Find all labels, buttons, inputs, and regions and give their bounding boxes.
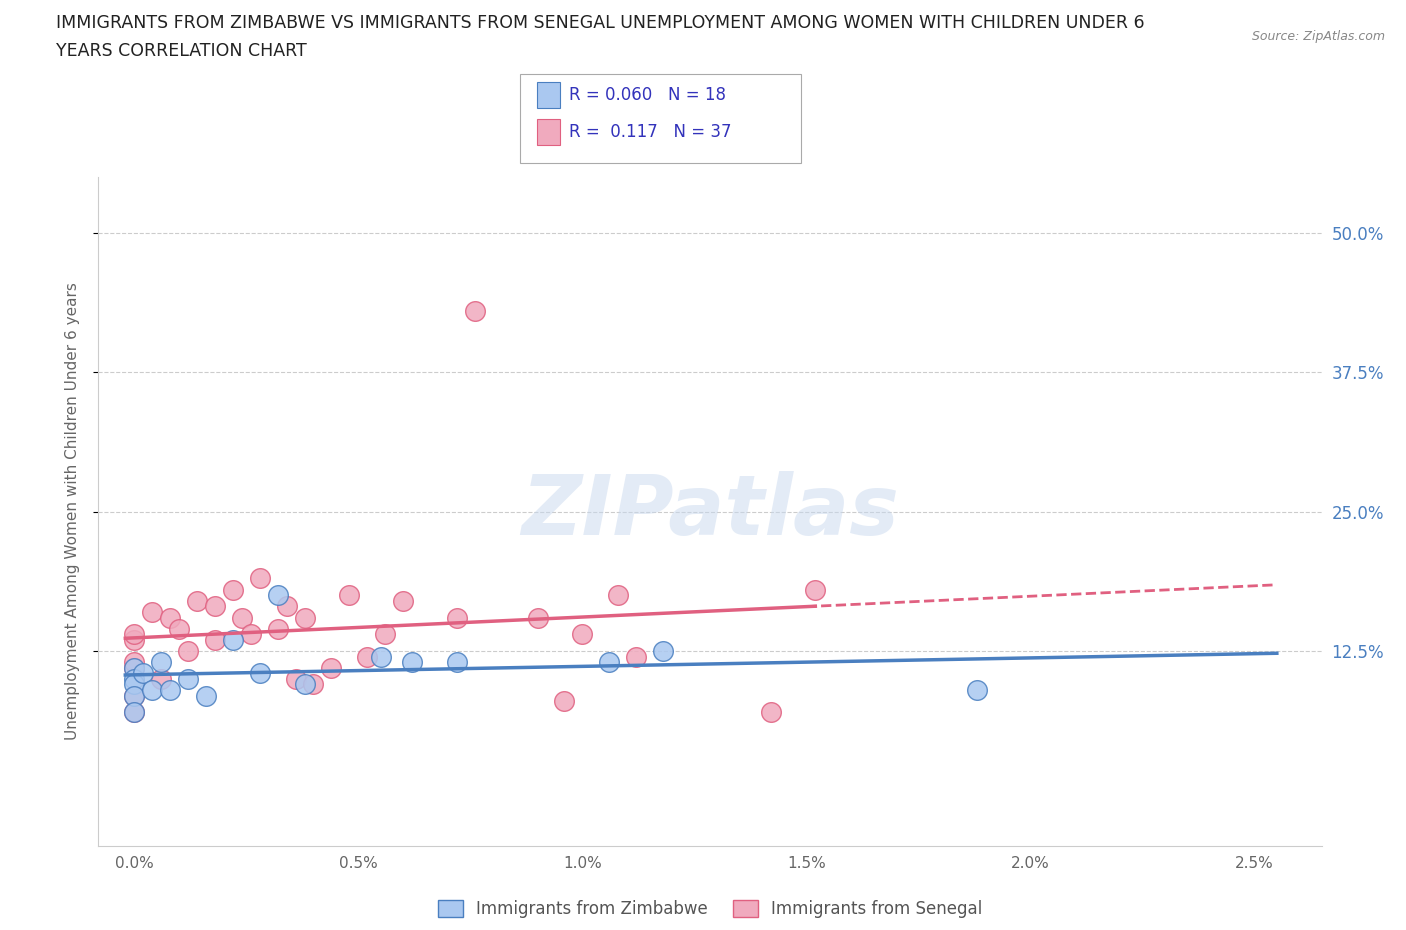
Point xyxy=(177,644,200,658)
Point xyxy=(122,671,145,686)
Point xyxy=(302,677,325,692)
Point xyxy=(122,660,145,675)
Text: R = 0.060   N = 18: R = 0.060 N = 18 xyxy=(569,86,727,104)
Point xyxy=(624,649,647,664)
Point xyxy=(464,303,486,318)
Point xyxy=(446,610,468,625)
Point xyxy=(607,588,630,603)
Point xyxy=(276,599,298,614)
Point xyxy=(150,671,173,686)
Point xyxy=(284,671,307,686)
Point xyxy=(571,627,593,642)
Point xyxy=(249,571,271,586)
Point xyxy=(122,627,145,642)
Text: ZIPatlas: ZIPatlas xyxy=(522,471,898,552)
Point xyxy=(294,677,316,692)
Point xyxy=(553,694,575,709)
Point xyxy=(266,588,288,603)
Text: R =  0.117   N = 37: R = 0.117 N = 37 xyxy=(569,123,733,141)
Point xyxy=(122,705,145,720)
Point xyxy=(598,655,620,670)
Point xyxy=(321,660,343,675)
Point xyxy=(392,593,415,608)
Point xyxy=(177,671,200,686)
Point xyxy=(759,705,782,720)
Point xyxy=(356,649,378,664)
Point xyxy=(294,610,316,625)
Point xyxy=(204,632,226,647)
Point xyxy=(370,649,392,664)
Point xyxy=(186,593,208,608)
Point xyxy=(122,688,145,703)
Text: YEARS CORRELATION CHART: YEARS CORRELATION CHART xyxy=(56,42,307,60)
Point xyxy=(159,610,181,625)
Legend: Immigrants from Zimbabwe, Immigrants from Senegal: Immigrants from Zimbabwe, Immigrants fro… xyxy=(432,894,988,925)
Text: IMMIGRANTS FROM ZIMBABWE VS IMMIGRANTS FROM SENEGAL UNEMPLOYMENT AMONG WOMEN WIT: IMMIGRANTS FROM ZIMBABWE VS IMMIGRANTS F… xyxy=(56,14,1144,32)
Point xyxy=(122,660,145,675)
Point xyxy=(122,688,145,703)
Point xyxy=(141,683,163,698)
Point xyxy=(804,582,827,597)
Point xyxy=(966,683,988,698)
Point xyxy=(150,655,173,670)
Point xyxy=(652,644,675,658)
Point xyxy=(249,666,271,681)
Point xyxy=(231,610,253,625)
Point xyxy=(194,688,217,703)
Point xyxy=(239,627,262,642)
Y-axis label: Unemployment Among Women with Children Under 6 years: Unemployment Among Women with Children U… xyxy=(65,283,80,740)
Point xyxy=(122,655,145,670)
Point xyxy=(122,677,145,692)
Point xyxy=(222,582,245,597)
Point xyxy=(401,655,423,670)
Point xyxy=(446,655,468,670)
Point xyxy=(141,604,163,619)
Point xyxy=(167,621,190,636)
Point xyxy=(122,705,145,720)
Text: Source: ZipAtlas.com: Source: ZipAtlas.com xyxy=(1251,30,1385,43)
Point xyxy=(374,627,396,642)
Point xyxy=(266,621,288,636)
Point xyxy=(337,588,360,603)
Point xyxy=(122,632,145,647)
Point xyxy=(526,610,548,625)
Point xyxy=(159,683,181,698)
Point xyxy=(204,599,226,614)
Point xyxy=(222,632,245,647)
Point xyxy=(132,666,155,681)
